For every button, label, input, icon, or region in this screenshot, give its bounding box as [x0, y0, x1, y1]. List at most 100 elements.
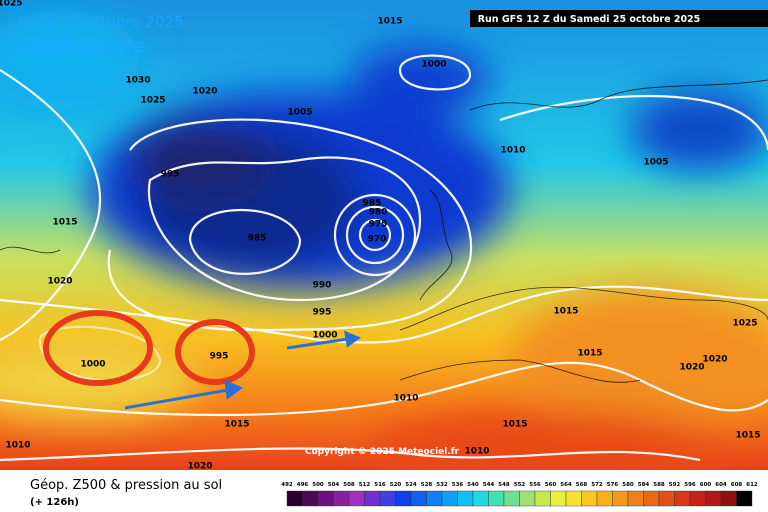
scale-label: 580 — [622, 482, 634, 488]
scale-cell — [426, 490, 443, 507]
isobar-label: 985 — [363, 199, 382, 209]
scale-label: 560 — [545, 482, 557, 488]
isobar-label: 1000 — [312, 331, 337, 341]
scale-cell — [348, 490, 365, 507]
scale-cell — [581, 490, 598, 507]
isobar-label: 995 — [210, 352, 229, 362]
isobar-label: 1015 — [735, 431, 760, 441]
scale-cell — [705, 490, 722, 507]
scale-label: 500 — [312, 482, 324, 488]
time-label: 20:00 locale — [15, 35, 145, 57]
run-label: Run GFS 12 Z du Samedi 25 octobre 2025 — [478, 14, 701, 25]
isobar-label: 1020 — [192, 87, 217, 97]
scale-cell — [302, 490, 319, 507]
scale-cell — [519, 490, 536, 507]
isobar-label: 970 — [368, 235, 387, 245]
isobar-label: 1020 — [702, 355, 727, 365]
isobar-label: 1005 — [643, 158, 668, 168]
scale-label: 572 — [591, 482, 603, 488]
footer-subtitle: (+ 126h) — [30, 497, 79, 508]
scale-label: 556 — [529, 482, 541, 488]
scale-label: 540 — [467, 482, 479, 488]
scale-label: 508 — [343, 482, 355, 488]
isobar-label: 1020 — [679, 363, 704, 373]
scale-label: 548 — [498, 482, 510, 488]
scale-cell — [565, 490, 582, 507]
scale-label: 612 — [746, 482, 758, 488]
scale-label: 568 — [576, 482, 588, 488]
scale-label: 516 — [374, 482, 386, 488]
scale-cell — [658, 490, 675, 507]
scale-cell — [534, 490, 551, 507]
scale-cell — [364, 490, 381, 507]
run-box — [470, 10, 768, 27]
map-field — [0, 0, 768, 470]
isobar-label: 1015 — [377, 17, 402, 27]
isobar-label: 1015 — [52, 218, 77, 228]
scale-label: 576 — [607, 482, 619, 488]
footer-title: Géop. Z500 & pression au sol — [30, 478, 222, 493]
scale-label: 536 — [452, 482, 464, 488]
isobar-label: 1015 — [553, 307, 578, 317]
scale-cell — [457, 490, 474, 507]
scale-cell — [503, 490, 520, 507]
isobar-label: 1025 — [0, 0, 23, 9]
isobar-label: 1020 — [187, 462, 212, 472]
isobar-label: 1000 — [421, 60, 446, 70]
scale-label: 496 — [297, 482, 309, 488]
scale-label: 528 — [421, 482, 433, 488]
scale-label: 532 — [436, 482, 448, 488]
isobar-label: 1010 — [500, 146, 525, 156]
scale-cell — [410, 490, 427, 507]
isobar-label: 1025 — [732, 319, 757, 329]
isobar-label: 1010 — [5, 441, 30, 451]
isobar-label: 1015 — [577, 349, 602, 359]
isobar-label: 1010 — [464, 447, 489, 457]
scale-cell — [472, 490, 489, 507]
scale-label: 512 — [359, 482, 371, 488]
scale-cell — [286, 490, 303, 507]
scale-label: 544 — [483, 482, 495, 488]
isobar-label: 1025 — [140, 96, 165, 106]
isobar-label: 1000 — [80, 360, 105, 370]
scale-label: 588 — [653, 482, 665, 488]
scale-cell — [317, 490, 334, 507]
scale-label: 596 — [684, 482, 696, 488]
scale-cell — [596, 490, 613, 507]
isobar-label: 1015 — [224, 420, 249, 430]
scale-cell — [488, 490, 505, 507]
scale-cell — [550, 490, 567, 507]
scale-label: 520 — [390, 482, 402, 488]
scale-cell — [720, 490, 737, 507]
isobar-label: 1020 — [47, 277, 72, 287]
isobar-label: 1030 — [125, 76, 150, 86]
isobar-label: 975 — [369, 220, 388, 230]
scale-cell — [689, 490, 706, 507]
scale-cell — [333, 490, 350, 507]
copyright: Copyright © 2025 Meteociel.fr — [305, 447, 460, 457]
isobar-label: 1005 — [287, 108, 312, 118]
scale-cell — [612, 490, 629, 507]
isobar-label: 990 — [313, 281, 332, 291]
scale-cell — [643, 490, 660, 507]
scale-label: 600 — [700, 482, 712, 488]
scale-cell — [379, 490, 396, 507]
isobar-label: 985 — [248, 234, 267, 244]
isobar-label: 980 — [369, 208, 388, 218]
scale-cell — [441, 490, 458, 507]
scale-label: 492 — [281, 482, 293, 488]
scale-label: 552 — [514, 482, 526, 488]
isobar-label: 995 — [161, 170, 180, 180]
date-label: Jeudi 30 octobre 2025 — [17, 13, 183, 31]
scale-cell — [627, 490, 644, 507]
scale-label: 604 — [715, 482, 727, 488]
scale-cell — [674, 490, 691, 507]
isobar-label: 1015 — [502, 420, 527, 430]
scale-cell — [395, 490, 412, 507]
scale-label: 524 — [405, 482, 417, 488]
isobar-label: 1010 — [393, 394, 418, 404]
scale-label: 608 — [731, 482, 743, 488]
scale-label: 592 — [669, 482, 681, 488]
scale-cell — [736, 490, 753, 507]
